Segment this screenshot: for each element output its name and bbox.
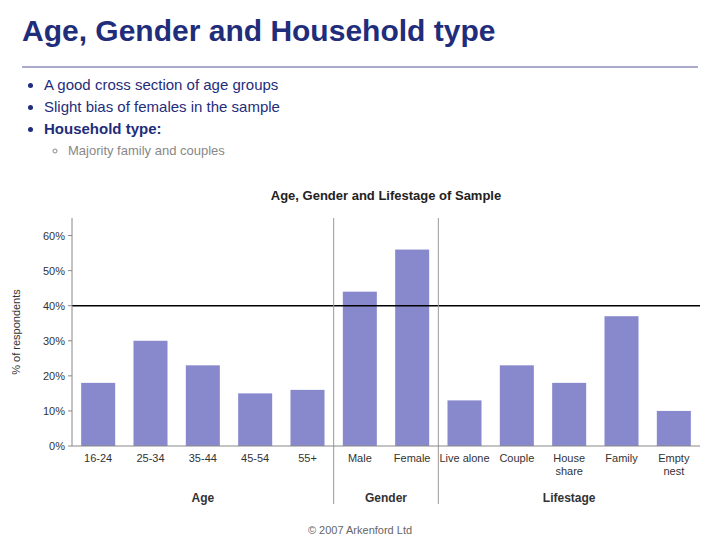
x-axis-line bbox=[72, 446, 700, 447]
y-tick-label: 20% bbox=[43, 370, 65, 382]
x-tick-label: Houseshare bbox=[553, 452, 585, 477]
title-rule bbox=[22, 66, 698, 68]
y-tick-label: 10% bbox=[43, 405, 65, 417]
bar bbox=[657, 411, 691, 446]
x-tick-label: Couple bbox=[499, 452, 534, 464]
bar bbox=[238, 393, 272, 446]
group-label: Age bbox=[191, 491, 214, 505]
group-label: Gender bbox=[365, 491, 407, 505]
x-tick-label-line: Family bbox=[605, 452, 638, 464]
sub-bullet-list: Majority family and couples bbox=[44, 140, 280, 162]
footer: © 2007 Arkenford Ltd bbox=[0, 524, 720, 536]
y-tick bbox=[68, 305, 72, 306]
x-tick-label-line: nest bbox=[663, 465, 684, 477]
bar bbox=[81, 383, 115, 446]
x-tick-label-line: Live alone bbox=[439, 452, 489, 464]
groups: Age Gender Lifestage bbox=[191, 218, 595, 505]
x-tick-label: Female bbox=[394, 452, 431, 464]
y-tick bbox=[68, 340, 72, 341]
y-axis-line bbox=[72, 218, 73, 446]
bullet-point: Household type:Majority family and coupl… bbox=[44, 118, 280, 162]
y-tick bbox=[68, 235, 72, 236]
plot-area bbox=[72, 250, 700, 446]
x-axis: 16-24 25-34 35-44 45-54 55+ Male Female Live al… bbox=[84, 452, 690, 477]
bar bbox=[552, 383, 586, 446]
x-tick-label-line: 35-44 bbox=[189, 452, 217, 464]
y-tick-label: 50% bbox=[43, 265, 65, 277]
y-tick-label: 30% bbox=[43, 335, 65, 347]
x-tick-label: 16-24 bbox=[84, 452, 112, 464]
bar bbox=[343, 292, 377, 446]
reference-line bbox=[72, 305, 700, 307]
x-tick-label: 25-34 bbox=[136, 452, 164, 464]
x-tick-label-line: share bbox=[555, 465, 583, 477]
x-tick-label-line: Empty bbox=[658, 452, 690, 464]
bullet-point: A good cross section of age groups bbox=[44, 74, 280, 96]
y-tick bbox=[68, 446, 72, 447]
sub-bullet: Majority family and couples bbox=[68, 140, 280, 162]
bar bbox=[186, 365, 220, 446]
x-tick-label: Family bbox=[605, 452, 638, 464]
y-tick-label: 0% bbox=[49, 440, 65, 452]
group-label: Lifestage bbox=[543, 491, 596, 505]
x-tick-label: Emptynest bbox=[658, 452, 690, 477]
y-tick-label: 40% bbox=[43, 300, 65, 312]
bar bbox=[290, 390, 324, 446]
x-tick-label: 55+ bbox=[298, 452, 317, 464]
bar bbox=[447, 400, 481, 446]
chart-title: Age, Gender and Lifestage of Sample bbox=[271, 188, 501, 203]
y-tick bbox=[68, 270, 72, 271]
x-tick-label-line: 16-24 bbox=[84, 452, 112, 464]
x-tick-label-line: 45-54 bbox=[241, 452, 269, 464]
bar bbox=[500, 365, 534, 446]
bar bbox=[604, 316, 638, 446]
x-tick-label-line: Female bbox=[394, 452, 431, 464]
bullet-list: A good cross section of age groupsSlight… bbox=[22, 74, 280, 162]
x-tick-label-line: Couple bbox=[499, 452, 534, 464]
bullet-point: Slight bias of females in the sample bbox=[44, 96, 280, 118]
y-tick-label: 60% bbox=[43, 230, 65, 242]
x-tick-label: 35-44 bbox=[189, 452, 217, 464]
x-tick-label-line: Male bbox=[348, 452, 372, 464]
y-tick bbox=[68, 375, 72, 376]
slide-title: Age, Gender and Household type bbox=[22, 14, 495, 48]
x-tick-label-line: House bbox=[553, 452, 585, 464]
x-tick-label-line: 55+ bbox=[298, 452, 317, 464]
y-tick bbox=[68, 410, 72, 411]
x-tick-label: Live alone bbox=[439, 452, 489, 464]
bar bbox=[395, 250, 429, 446]
group-divider bbox=[333, 218, 334, 504]
y-axis-label: % of respondents bbox=[10, 289, 22, 375]
x-tick-label: Male bbox=[348, 452, 372, 464]
bar bbox=[133, 341, 167, 446]
x-tick-label: 45-54 bbox=[241, 452, 269, 464]
x-tick-label-line: 25-34 bbox=[136, 452, 164, 464]
y-axis: 0% 10% 20% 30% 40% 50% 60% % of respondents bbox=[10, 230, 72, 452]
chart: Age, Gender and Lifestage of Sample 0% 10%… bbox=[0, 184, 720, 520]
